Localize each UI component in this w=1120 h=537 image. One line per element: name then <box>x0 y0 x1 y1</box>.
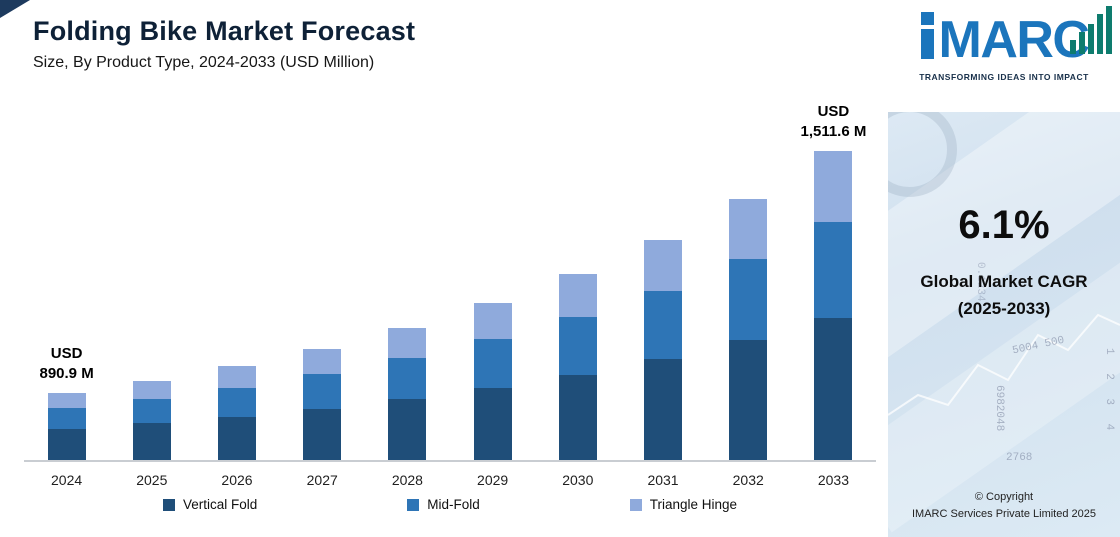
bar-segment-mid-fold-2025 <box>132 398 171 424</box>
value-annotation-2033: USD 1,511.6 M <box>800 103 867 140</box>
bar-segment-mid-fold-2024 <box>47 408 86 430</box>
stacked-bar-2029 <box>473 303 512 460</box>
legend-swatch <box>629 498 642 511</box>
mini-bar-chart-icon <box>1070 6 1112 54</box>
cagr-period: (2025-2033) <box>957 299 1051 318</box>
x-axis-label-2031: 2031 <box>647 472 679 488</box>
bar-segment-mid-fold-2027 <box>303 374 342 409</box>
bar-segment-mid-fold-2031 <box>644 290 683 359</box>
brand-tagline: TRANSFORMING IDEAS INTO IMPACT <box>919 72 1089 82</box>
legend-swatch <box>407 498 420 511</box>
x-axis-label-2030: 2030 <box>562 472 594 488</box>
line-chart-decoration <box>888 313 1120 416</box>
bar-segment-triangle-hinge-2026 <box>218 365 256 388</box>
imarc-logo-text: MARC <box>938 11 1090 70</box>
bar-group-2032: 2032 <box>706 155 791 488</box>
brand-area: MARC TRANSFORMING IDEAS INTO IMPACT <box>888 0 1120 112</box>
bar-segment-vertical-fold-2026 <box>218 416 256 460</box>
bar-segment-mid-fold-2026 <box>218 387 256 417</box>
legend: Vertical Fold Mid-Fold Triangle Hinge <box>24 497 876 512</box>
x-axis-label-2024: 2024 <box>51 472 83 488</box>
bar-group-2028: 2028 <box>365 155 450 488</box>
x-axis-label-2033: 2033 <box>817 472 849 488</box>
x-axis-label-2032: 2032 <box>732 472 764 488</box>
bar-segment-vertical-fold-2024 <box>47 429 86 460</box>
legend-label: Vertical Fold <box>182 497 258 512</box>
decorative-numbers: 1 2 3 4 <box>1103 348 1115 437</box>
stacked-bar-2031 <box>644 240 683 460</box>
cagr-label: Global Market CAGR <box>920 272 1088 291</box>
value-annotation-2024: USD 890.9 M <box>39 345 94 382</box>
legend-item-mid-fold: Mid-Fold <box>407 497 480 512</box>
copyright: © Copyright IMARC Services Private Limit… <box>888 489 1120 523</box>
stacked-bar-2026 <box>218 365 256 460</box>
stacked-bar-2024 <box>47 393 86 460</box>
bar-segment-triangle-hinge-2032 <box>729 199 768 260</box>
bar-segment-vertical-fold-2030 <box>558 374 597 460</box>
x-axis-label-2029: 2029 <box>477 472 509 488</box>
imarc-logo-i-glyph <box>920 12 936 62</box>
stacked-bar-2032 <box>729 199 768 460</box>
bar-segment-vertical-fold-2033 <box>814 317 853 460</box>
bar-segment-mid-fold-2029 <box>473 339 512 388</box>
cagr-value: 6.1% <box>958 203 1050 247</box>
bar-group-2024: 2024 USD 890.9 M <box>24 155 109 488</box>
bar-segment-triangle-hinge-2030 <box>558 274 597 318</box>
header: Folding Bike Market Forecast Size, By Pr… <box>33 16 415 72</box>
bar-segment-vertical-fold-2031 <box>644 358 683 460</box>
bar-segment-triangle-hinge-2025 <box>132 380 171 399</box>
copyright-line2: IMARC Services Private Limited 2025 <box>911 507 1096 520</box>
page-title: Folding Bike Market Forecast <box>33 16 416 46</box>
copyright-line1: © Copyright <box>974 490 1034 503</box>
legend-item-triangle-hinge: Triangle Hinge <box>629 497 738 512</box>
side-panel: 6982048 0.1234 2768 5004 500 1 2 3 4 MAR… <box>888 0 1120 537</box>
bar-segment-mid-fold-2030 <box>558 317 597 375</box>
bar-group-2030: 2030 <box>535 155 620 488</box>
bar-segment-mid-fold-2028 <box>388 358 427 400</box>
bar-group-2027: 2027 <box>280 155 365 488</box>
corner-triangle-decoration <box>0 0 30 18</box>
bar-segment-triangle-hinge-2029 <box>473 303 512 340</box>
x-axis-label-2028: 2028 <box>391 472 423 488</box>
chart: 2024 USD 890.9 M 2025 2026 2027 2028 2029 2030 20… <box>24 103 876 488</box>
bar-segment-vertical-fold-2032 <box>729 340 768 460</box>
x-axis-label-2026: 2026 <box>221 472 253 488</box>
bar-segment-triangle-hinge-2031 <box>644 240 683 291</box>
stacked-bar-2028 <box>388 327 427 460</box>
bar-segment-mid-fold-2032 <box>729 259 768 341</box>
x-axis-label-2027: 2027 <box>306 472 338 488</box>
legend-label: Triangle Hinge <box>649 497 738 512</box>
bar-segment-mid-fold-2033 <box>814 222 853 318</box>
stacked-bar-2033 <box>814 151 853 460</box>
bar-segment-triangle-hinge-2028 <box>388 327 427 359</box>
bar-segment-triangle-hinge-2033 <box>814 151 853 223</box>
page-subtitle: Size, By Product Type, 2024-2033 (USD Mi… <box>33 54 375 71</box>
bar-group-2033: 2033 USD 1,511.6 M <box>791 103 876 488</box>
bar-segment-vertical-fold-2027 <box>303 408 342 460</box>
bar-group-2026: 2026 <box>194 155 279 488</box>
decorative-numbers: 0.1234 <box>974 262 986 302</box>
bar-group-2029: 2029 <box>450 155 535 488</box>
decorative-numbers: 2768 <box>1006 452 1033 464</box>
imarc-logo: MARC <box>920 11 1090 70</box>
plot-area: 2024 USD 890.9 M 2025 2026 2027 2028 2029 2030 20… <box>24 103 876 488</box>
x-axis-label-2025: 2025 <box>136 472 168 488</box>
bar-segment-triangle-hinge-2024 <box>47 393 86 409</box>
stacked-bar-2030 <box>558 274 597 460</box>
stacked-bar-2025 <box>132 380 171 460</box>
bar-segment-vertical-fold-2028 <box>388 399 427 460</box>
bar-segment-triangle-hinge-2027 <box>303 348 342 375</box>
bar-group-2025: 2025 <box>109 155 194 488</box>
bar-segment-vertical-fold-2025 <box>132 423 171 460</box>
decorative-numbers: 6982048 <box>993 385 1005 432</box>
stacked-bar-2027 <box>303 348 342 461</box>
bar-segment-vertical-fold-2029 <box>473 387 512 460</box>
legend-swatch <box>162 498 175 511</box>
bar-group-2031: 2031 <box>620 155 705 488</box>
legend-item-vertical-fold: Vertical Fold <box>162 497 258 512</box>
legend-label: Mid-Fold <box>427 497 480 512</box>
